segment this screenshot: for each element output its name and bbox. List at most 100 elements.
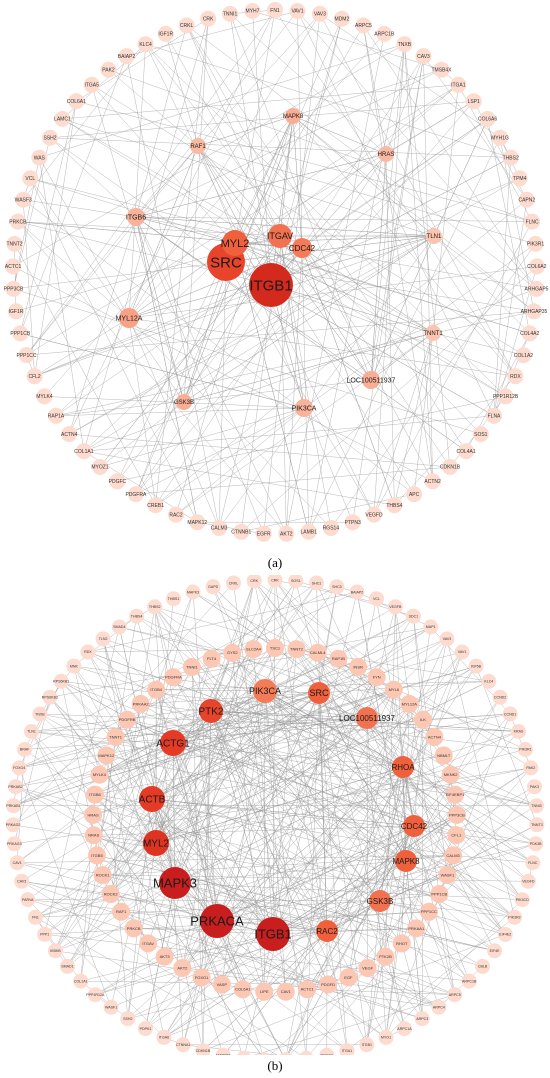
network-edge: [135, 153, 387, 218]
node-circle: [442, 459, 458, 475]
node-label: RHOT: [396, 941, 408, 946]
network-edge: [409, 703, 444, 756]
network-edge: [55, 379, 372, 417]
network-edge: [128, 317, 516, 377]
network-edge: [117, 396, 506, 482]
network-edge: [197, 521, 264, 535]
network-edge: [174, 882, 243, 990]
node-circle: [322, 520, 339, 536]
node-label: ROCK2: [104, 891, 119, 896]
node-circle: [447, 826, 466, 845]
node-circle: [90, 765, 109, 784]
network-edge: [106, 755, 176, 884]
network-edge: [297, 10, 303, 249]
node-label: ROCK1: [96, 873, 111, 878]
node-label: ARPC1A: [397, 1027, 412, 1031]
node-actn4: ACTN4: [61, 426, 78, 443]
network-edge: [154, 606, 174, 678]
network-edge: [128, 266, 537, 319]
node-label: ACTC1: [301, 987, 315, 992]
network-edge: [93, 717, 368, 816]
node-label: FN1: [32, 916, 39, 920]
node-ctnnb1: CTNNB1: [231, 523, 252, 540]
node-circle: [6, 798, 21, 814]
node-myoz1: MYOZ1: [91, 459, 109, 475]
node-circle: [309, 575, 324, 591]
node-label: ARPC5: [449, 993, 461, 997]
network-edge: [264, 665, 477, 992]
network-edge: [370, 235, 435, 381]
node-circle: [526, 303, 542, 320]
network-edge: [31, 731, 456, 795]
node-circle: [95, 631, 111, 647]
network-edge: [379, 766, 404, 902]
node-circle: [111, 619, 127, 635]
node-circle: [397, 1021, 412, 1037]
node-myl6: MYL6: [384, 680, 403, 699]
node-cblb: CBLB: [475, 958, 491, 974]
network-edge: [318, 692, 328, 932]
node-label: CAV3: [417, 54, 430, 60]
node-circle: [367, 668, 386, 687]
node-label: VASP: [217, 982, 228, 987]
node-label: PTPN3: [345, 520, 361, 526]
network-edge: [117, 115, 294, 482]
node-circle: [211, 520, 228, 536]
node-circle: [378, 1029, 394, 1045]
network-edge: [379, 874, 448, 902]
node-circle: [430, 885, 449, 903]
node-circle: [101, 885, 120, 903]
network-edge: [318, 616, 414, 694]
node-cav1: CAV1: [276, 982, 295, 1001]
network-edge: [93, 835, 455, 995]
network-edge: [13, 689, 394, 806]
node-ssh2: SSH2: [120, 1011, 136, 1027]
node-mnk: MNK: [66, 658, 82, 674]
network-edge: [145, 44, 303, 249]
node-shc1: SHC1: [309, 575, 324, 591]
node-label: FLT4: [207, 656, 217, 661]
node-arpc5: ARPC5: [447, 987, 463, 1003]
node-baiap2: BAIAP2: [349, 584, 365, 600]
node-circle: [31, 149, 48, 166]
network-edge: [272, 855, 454, 935]
node-circle: [157, 25, 174, 42]
node-circle: [299, 1050, 313, 1055]
network-edge: [87, 651, 274, 935]
network-edge: [49, 137, 137, 218]
node-col4a2: COL4A2: [520, 325, 540, 342]
node-label: TNNI3: [531, 804, 541, 808]
node-circle: [311, 5, 328, 22]
network-edge: [172, 742, 523, 900]
node-pdgfrb: PDGFRB: [118, 710, 137, 729]
network-edge: [110, 893, 274, 935]
node-ccnd1: CCND1: [502, 706, 518, 722]
node-label: RPS6KB1: [53, 680, 69, 684]
node-vasp: VASP: [212, 975, 231, 994]
network-edge: [35, 917, 278, 1055]
node-smad1: SMAD1: [59, 958, 75, 974]
node-tln1: TLN1: [24, 724, 39, 739]
node-label: EGFR: [257, 532, 271, 538]
node-actn2: ACTN2: [424, 473, 441, 490]
network-edge: [95, 774, 451, 995]
node-circle: [129, 608, 145, 624]
node-label: THBS1: [168, 597, 180, 601]
node-label: TNXB: [35, 712, 45, 716]
network-edge: [12, 266, 433, 482]
node-label: CRKL: [229, 581, 239, 585]
node-label: CALM3: [211, 526, 228, 532]
node-circle: [438, 866, 457, 885]
node-label: CRK: [250, 579, 258, 583]
network-edge: [136, 615, 537, 806]
node-col6a2: COL6A2: [527, 258, 547, 275]
node-label: CBLB: [478, 965, 488, 969]
node-label: KIF5B: [471, 664, 482, 668]
node-label: SHC3: [332, 585, 342, 589]
node-label: SHC1: [312, 581, 322, 585]
node-label: EIF4E2: [499, 933, 511, 937]
node-akt3: AKT3: [155, 947, 174, 966]
node-label: ACTN4: [428, 734, 442, 739]
node-baiap2: BAIAP2: [118, 48, 135, 65]
node-circle: [366, 506, 382, 523]
